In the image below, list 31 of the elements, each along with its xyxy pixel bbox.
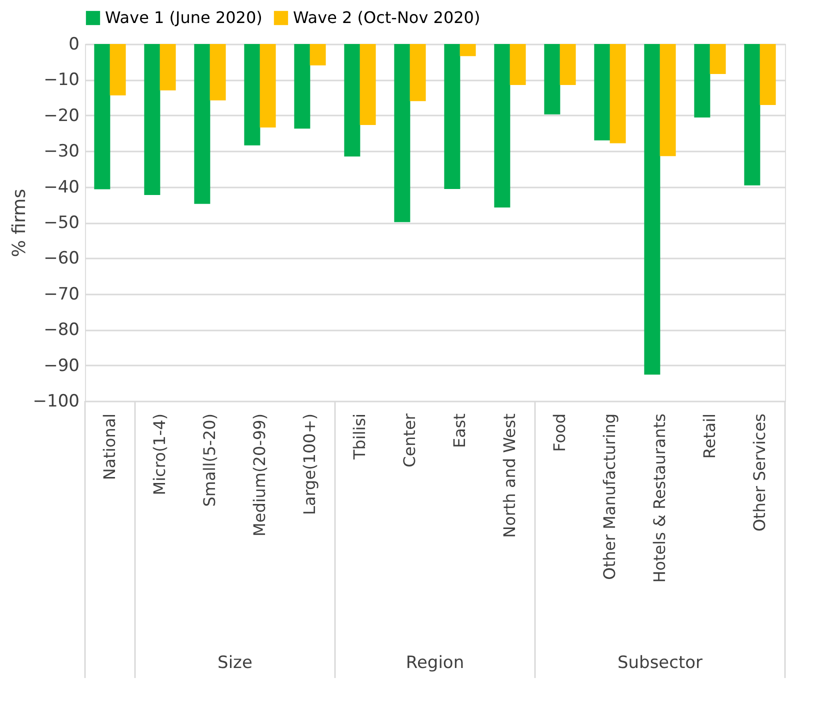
x-tick-label: Tbilisi [350,414,369,461]
x-tick-label: Hotels & Restaurants [650,414,669,583]
y-tick-label: −10 [44,70,80,90]
y-tick-label: −100 [32,392,80,412]
x-tick-label: East [450,414,469,448]
y-tick-label: 0 [68,34,80,54]
y-axis-title: % firms [8,188,30,258]
x-tick-label: Retail [700,414,719,459]
y-tick-label: −40 [44,177,80,198]
x-tick-label: Small(5-20) [200,414,219,507]
x-tick-label: Large(100+) [300,414,319,515]
x-tick-label: Center [400,413,419,468]
x-tick-label: Micro(1-4) [150,414,169,496]
text: Subsector [617,653,703,673]
y-tick-label: −80 [44,320,80,340]
x-tick-label: National [100,414,119,480]
text: Region [406,653,464,673]
y-tick-label: −60 [44,248,80,269]
y-tick-label: −90 [44,356,80,376]
x-tick-label: Food [550,414,569,452]
legend-label: Wave 2 (Oct-Nov 2020) [293,8,480,27]
y-tick-label: −50 [44,213,80,233]
x-tick-label: Other Services [750,414,769,532]
text: Size [218,653,252,673]
x-tick-label: Medium(20-99) [250,414,269,536]
y-tick-label: −70 [44,284,80,304]
x-tick-label: Other Manufacturing [600,414,619,580]
y-tick-label: −30 [44,142,80,162]
y-tick-label: −20 [44,106,80,126]
x-tick-label: North and West [500,414,519,538]
legend-label: Wave 1 (June 2020) [105,8,262,27]
